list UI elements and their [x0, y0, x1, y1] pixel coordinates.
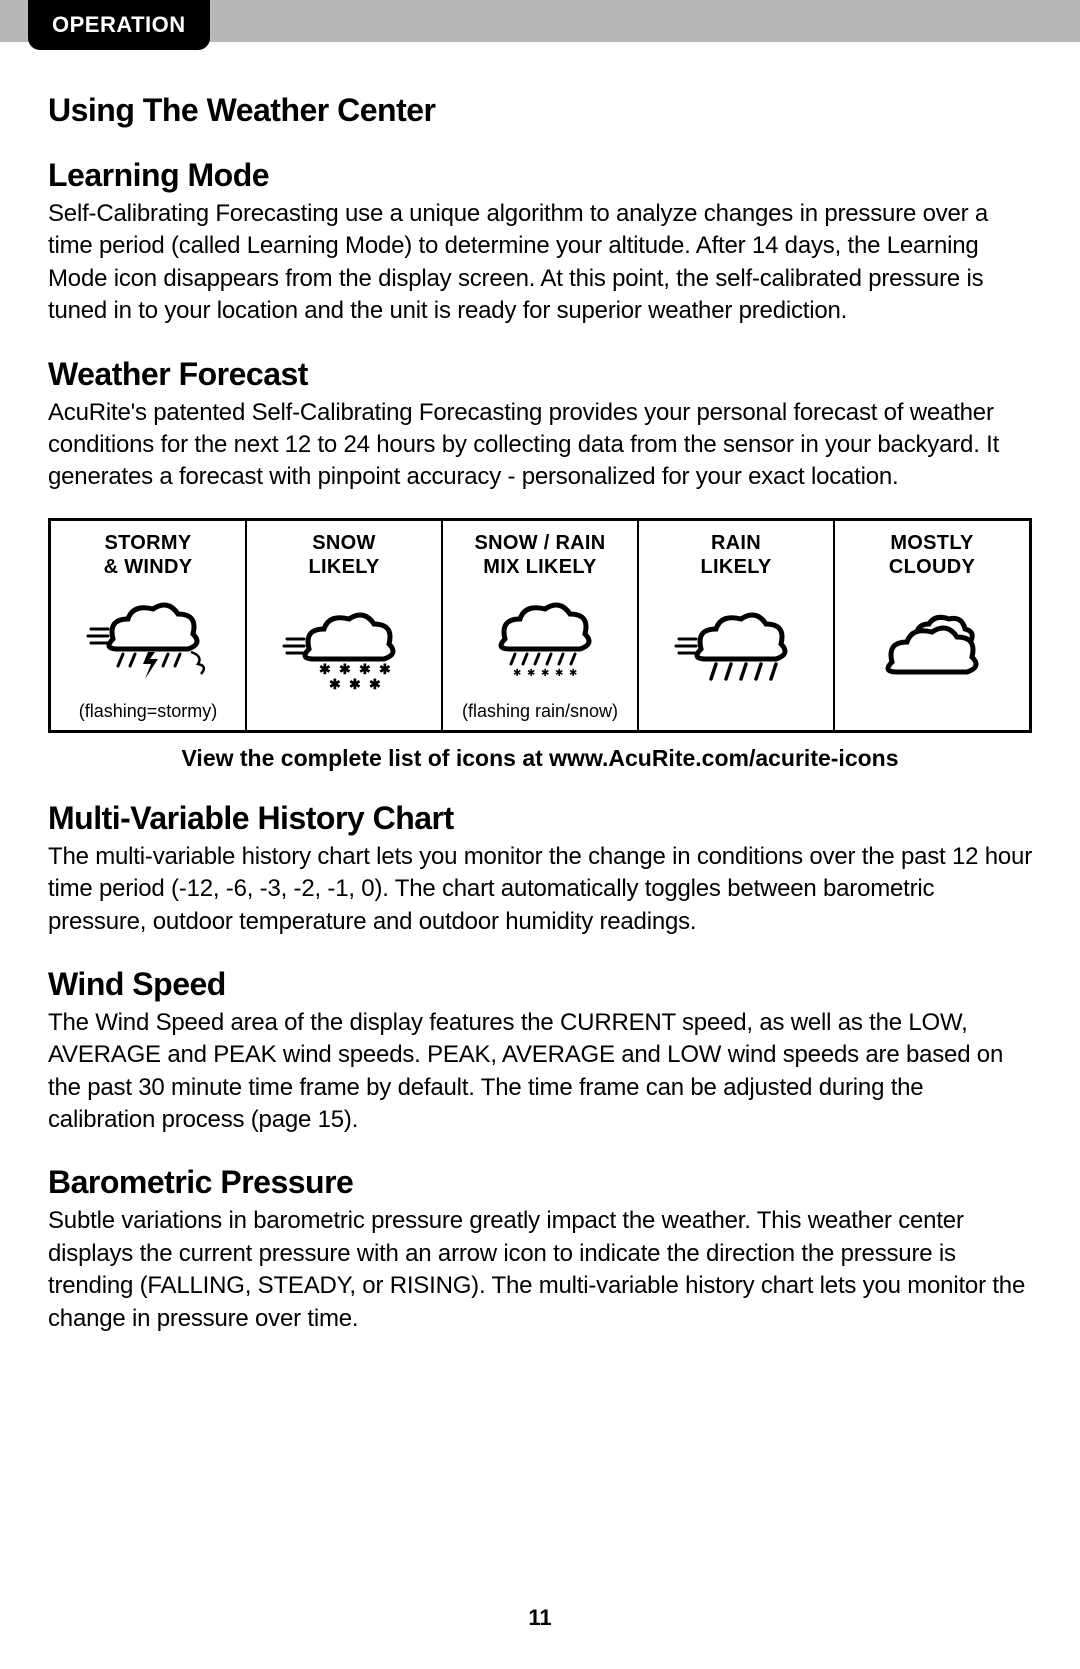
weather-forecast-body: AcuRite's patented Self-Calibrating Fore…	[48, 397, 1032, 494]
cell-note: (flashing=stormy)	[79, 701, 218, 722]
svg-text:✱: ✱	[555, 668, 563, 679]
cloudy-icon	[857, 579, 1007, 720]
snow-icon: ✱✱✱✱ ✱✱✱	[269, 579, 419, 720]
rain-icon	[661, 579, 811, 720]
learning-mode-body: Self-Calibrating Forecasting use a uniqu…	[48, 198, 1032, 328]
svg-text:✱: ✱	[319, 661, 331, 677]
table-cell-snow: SNOW LIKELY ✱✱✱✱ ✱✱✱	[247, 521, 443, 730]
cell-label: STORMY & WINDY	[104, 531, 193, 579]
svg-text:✱: ✱	[329, 676, 341, 692]
table-cell-mix: SNOW / RAIN MIX LIKELY ✱ ✱ ✱ ✱ ✱	[443, 521, 639, 730]
svg-text:✱: ✱	[379, 661, 391, 677]
svg-text:✱: ✱	[369, 676, 381, 692]
weather-forecast-heading: Weather Forecast	[48, 356, 1032, 393]
barometric-body: Subtle variations in barometric pressure…	[48, 1205, 1032, 1335]
wind-speed-body: The Wind Speed area of the display featu…	[48, 1007, 1032, 1137]
cell-label: MOSTLY CLOUDY	[889, 531, 975, 579]
cell-label: SNOW LIKELY	[308, 531, 379, 579]
page-number: 11	[0, 1605, 1080, 1631]
page-content: Using The Weather Center Learning Mode S…	[0, 42, 1080, 1335]
forecast-icon-table: STORMY & WINDY	[48, 518, 1032, 733]
mix-icon: ✱ ✱ ✱ ✱ ✱	[465, 579, 615, 699]
table-cell-rain: RAIN LIKELY	[639, 521, 835, 730]
svg-text:✱: ✱	[359, 661, 371, 677]
cell-label: SNOW / RAIN MIX LIKELY	[474, 531, 605, 579]
stormy-icon	[73, 579, 223, 699]
history-chart-body: The multi-variable history chart lets yo…	[48, 841, 1032, 938]
header-bar: OPERATION	[0, 0, 1080, 42]
history-chart-heading: Multi-Variable History Chart	[48, 800, 1032, 837]
wind-speed-heading: Wind Speed	[48, 966, 1032, 1003]
svg-text:✱: ✱	[349, 676, 361, 692]
svg-text:✱: ✱	[339, 661, 351, 677]
page-title: Using The Weather Center	[48, 92, 1032, 129]
learning-mode-heading: Learning Mode	[48, 157, 1032, 194]
cell-label: RAIN LIKELY	[700, 531, 771, 579]
table-cell-stormy: STORMY & WINDY	[51, 521, 247, 730]
svg-text:✱: ✱	[527, 668, 535, 679]
svg-text:✱: ✱	[541, 668, 549, 679]
icon-table-footer: View the complete list of icons at www.A…	[48, 745, 1032, 772]
barometric-heading: Barometric Pressure	[48, 1164, 1032, 1201]
operation-tab: OPERATION	[28, 0, 210, 50]
svg-text:✱: ✱	[513, 668, 521, 679]
cell-note: (flashing rain/snow)	[462, 701, 618, 722]
table-cell-cloudy: MOSTLY CLOUDY	[835, 521, 1029, 730]
svg-text:✱: ✱	[569, 668, 577, 679]
